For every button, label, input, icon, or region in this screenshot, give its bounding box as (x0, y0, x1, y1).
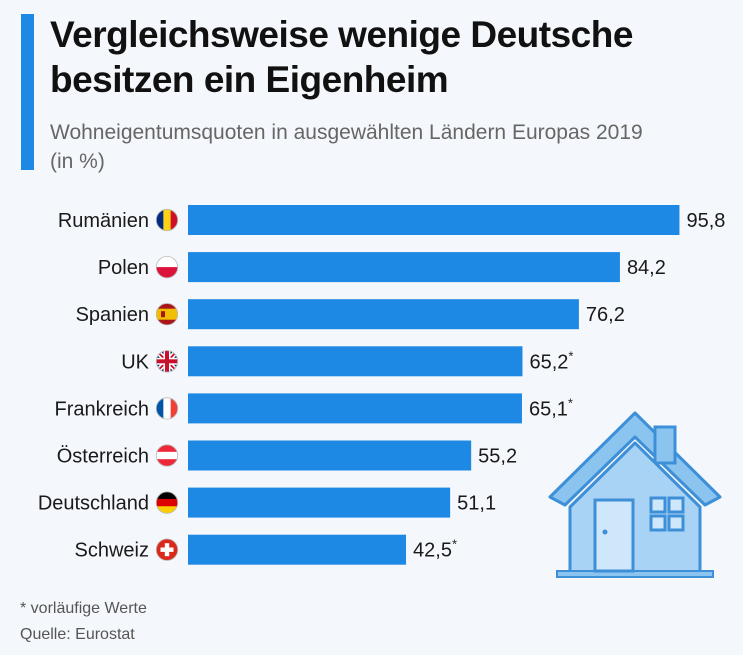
provisional-marker: * (568, 348, 573, 363)
value-label: 95,8 (686, 210, 725, 232)
footnote: * vorläufige Werte (20, 600, 147, 617)
category-label: Polen (98, 257, 149, 279)
house-icon (548, 411, 722, 578)
value-label: 84,2 (627, 257, 666, 279)
bar (188, 440, 472, 471)
bar (188, 346, 523, 377)
bar (188, 534, 407, 565)
flag-france-icon (155, 397, 179, 420)
bar (188, 252, 620, 283)
source-note: Quelle: Eurostat (20, 626, 135, 643)
title-accent-bar (21, 14, 34, 170)
value-label: 76,2 (586, 304, 625, 326)
bar-row-3: UK 65,2* (121, 346, 573, 377)
value-label: 65,1* (529, 395, 573, 420)
category-label: Deutschland (38, 493, 149, 515)
bar-chart: Rumänien 95,8 Polen 84,2 Spanien 76,2 UK 65,2* F… (38, 205, 725, 565)
value-label: 42,5* (413, 537, 457, 562)
flag-switzerland-icon (155, 538, 179, 561)
bar (188, 393, 522, 424)
bar-row-4: Frankreich 65,1* (55, 393, 573, 424)
bar-row-5: Österreich 55,2 (57, 440, 517, 471)
category-label: Frankreich (55, 398, 149, 420)
value-label: 55,2 (478, 446, 517, 468)
flag-austria-icon (155, 444, 179, 467)
category-label: Spanien (76, 304, 149, 326)
chart-title: Vergleichsweise wenige Deutsche besitzen… (50, 14, 633, 100)
flag-spain-icon (155, 303, 179, 326)
category-label: Schweiz (75, 540, 149, 562)
bar-row-6: Deutschland 51,1 (38, 487, 496, 518)
category-label: Rumänien (58, 210, 149, 232)
bar (188, 487, 451, 518)
category-label: Österreich (57, 446, 149, 468)
provisional-marker: * (568, 395, 573, 410)
bar-row-7: Schweiz 42,5* (75, 534, 457, 565)
flag-germany-icon (155, 491, 179, 514)
bar (188, 299, 579, 330)
value-label: 51,1 (457, 493, 496, 515)
bar-row-2: Spanien 76,2 (76, 299, 625, 330)
category-label: UK (121, 351, 149, 373)
chart-subtitle: Wohneigentumsquoten in ausgewählten Länd… (50, 121, 643, 173)
provisional-marker: * (452, 537, 457, 552)
flag-poland-icon (155, 255, 179, 279)
flag-romania-icon (155, 208, 179, 232)
bar-row-0: Rumänien 95,8 (58, 205, 725, 235)
value-label: 65,2* (529, 348, 573, 373)
bar (188, 205, 680, 235)
bar-row-1: Polen 84,2 (98, 252, 666, 283)
flag-uk-icon (155, 350, 179, 373)
